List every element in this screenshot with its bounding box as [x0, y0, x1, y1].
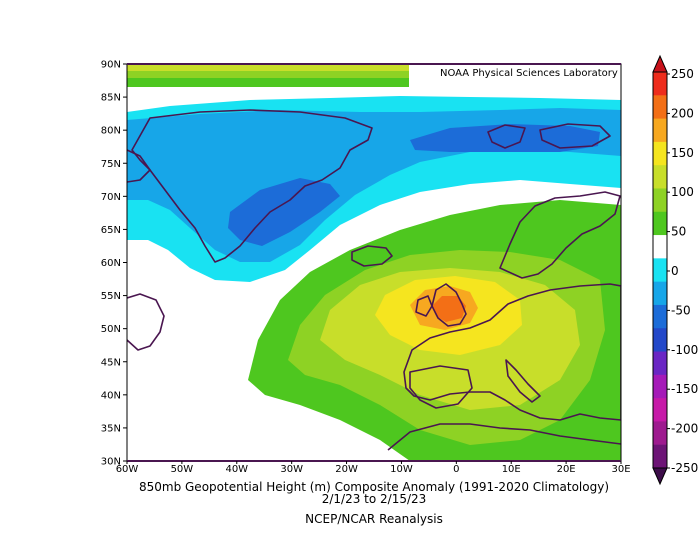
- colorbar-swatch: [653, 398, 667, 422]
- lat-tick-label: 50N: [101, 324, 121, 335]
- colorbar-swatch: [653, 211, 667, 236]
- caption-date-range: 2/1/23 to 2/15/23: [322, 492, 427, 506]
- lon-tick-label: 60W: [116, 464, 139, 475]
- lat-tick-label: 85N: [101, 93, 121, 104]
- colorbar-swatch: [653, 374, 667, 399]
- lat-tick-label: 55N: [101, 291, 121, 302]
- credit-box: [430, 65, 620, 81]
- lon-tick-label: 20W: [335, 464, 358, 475]
- colorbar-swatch: [653, 165, 667, 189]
- lat-tick-label: 80N: [101, 126, 121, 137]
- colorbar-swatch: [653, 421, 667, 446]
- lon-tick-label: 30E: [611, 464, 630, 475]
- colorbar-label: 250: [671, 67, 694, 81]
- coastline-scandinavia: [499, 191, 621, 279]
- coastline-greenland: [131, 109, 373, 263]
- lon-tick-label: 30W: [280, 464, 303, 475]
- colorbar-swatch: [653, 258, 667, 283]
- anomaly-contour-pos-pole-lower: [127, 78, 409, 87]
- lat-tick-label: 40N: [101, 390, 121, 401]
- coastline-newfoundland: [127, 293, 165, 351]
- caption-title: 850mb Geopotential Height (m) Composite …: [139, 480, 609, 494]
- coastline-arctic-islands: [539, 123, 611, 149]
- coastline-continental-europe: [403, 283, 621, 421]
- longitude-axis: 60W 50W 40W 30W 20W 10W 0 10E 20E 30E: [116, 461, 631, 475]
- lon-tick-label: 0: [453, 464, 459, 475]
- coastline-north-africa: [387, 423, 621, 451]
- colorbar-swatch: [653, 444, 667, 469]
- lat-tick-label: 70N: [101, 192, 121, 203]
- anomaly-contour-neg100-greenland: [228, 178, 340, 246]
- caption-source: NCEP/NCAR Reanalysis: [305, 512, 443, 526]
- colorbar-label: 100: [671, 185, 694, 199]
- colorbar-max-arrow: [652, 54, 668, 73]
- colorbar-swatch: [653, 281, 667, 306]
- colorbar-label: -150: [671, 382, 698, 396]
- map-panel: NOAA Physical Sciences Laboratory: [126, 63, 622, 462]
- coastline-iberia: [409, 365, 473, 409]
- lon-tick-label: 40W: [225, 464, 248, 475]
- colorbar-swatch: [653, 141, 667, 166]
- coastline-iceland: [351, 245, 393, 267]
- lat-tick-label: 35N: [101, 423, 121, 434]
- anomaly-field: [127, 64, 621, 461]
- coastline-italy: [505, 359, 541, 403]
- colorbar-label: -250: [671, 461, 698, 475]
- colorbar: 250 200 150 100 50 0 -50 -100 -150 -200 -250: [652, 54, 698, 486]
- colorbar-label: -200: [671, 422, 698, 436]
- colorbar-label: -100: [671, 343, 698, 357]
- lat-tick-label: 75N: [101, 159, 121, 170]
- colorbar-swatch: [653, 188, 667, 213]
- lon-tick-label: 20E: [557, 464, 576, 475]
- coastline-svalbard: [487, 124, 526, 149]
- colorbar-swatch: [653, 118, 667, 143]
- colorbar-label: 0: [671, 264, 679, 278]
- colorbar-swatch: [653, 351, 667, 376]
- colorbar-swatch: [653, 304, 667, 329]
- anomaly-contour-pos-pole-inner: [127, 64, 409, 71]
- colorbar-label: 200: [671, 106, 694, 120]
- lat-tick-label: 65N: [101, 225, 121, 236]
- lon-tick-label: 10W: [390, 464, 413, 475]
- anomaly-contour-pos250: [432, 296, 466, 322]
- colorbar-swatch: [653, 72, 667, 96]
- colorbar-label: -50: [671, 303, 691, 317]
- lat-tick-label: 45N: [101, 357, 121, 368]
- coastline-ireland: [415, 295, 433, 317]
- lat-tick-label: 90N: [101, 60, 121, 71]
- lon-tick-label: 10E: [502, 464, 521, 475]
- coastline-canada-arctic: [127, 149, 151, 183]
- latitude-axis: 90N 85N 80N 75N 70N 65N 60N 55N 50N 45N 40N 35N 30N: [101, 60, 127, 468]
- colorbar-swatch: [653, 328, 667, 353]
- colorbar-label: 150: [671, 146, 694, 160]
- colorbar-label: 50: [671, 225, 686, 239]
- coastline-britain: [431, 283, 467, 327]
- credit-label: NOAA Physical Sciences Laboratory: [440, 68, 618, 79]
- lat-tick-label: 60N: [101, 258, 121, 269]
- colorbar-swatch: [653, 95, 667, 120]
- lat-tick-label: 30N: [101, 457, 121, 468]
- lon-tick-label: 50W: [171, 464, 194, 475]
- colorbar-min-arrow: [652, 467, 668, 486]
- colorbar-swatch: [653, 235, 667, 259]
- coastlines: [127, 109, 621, 451]
